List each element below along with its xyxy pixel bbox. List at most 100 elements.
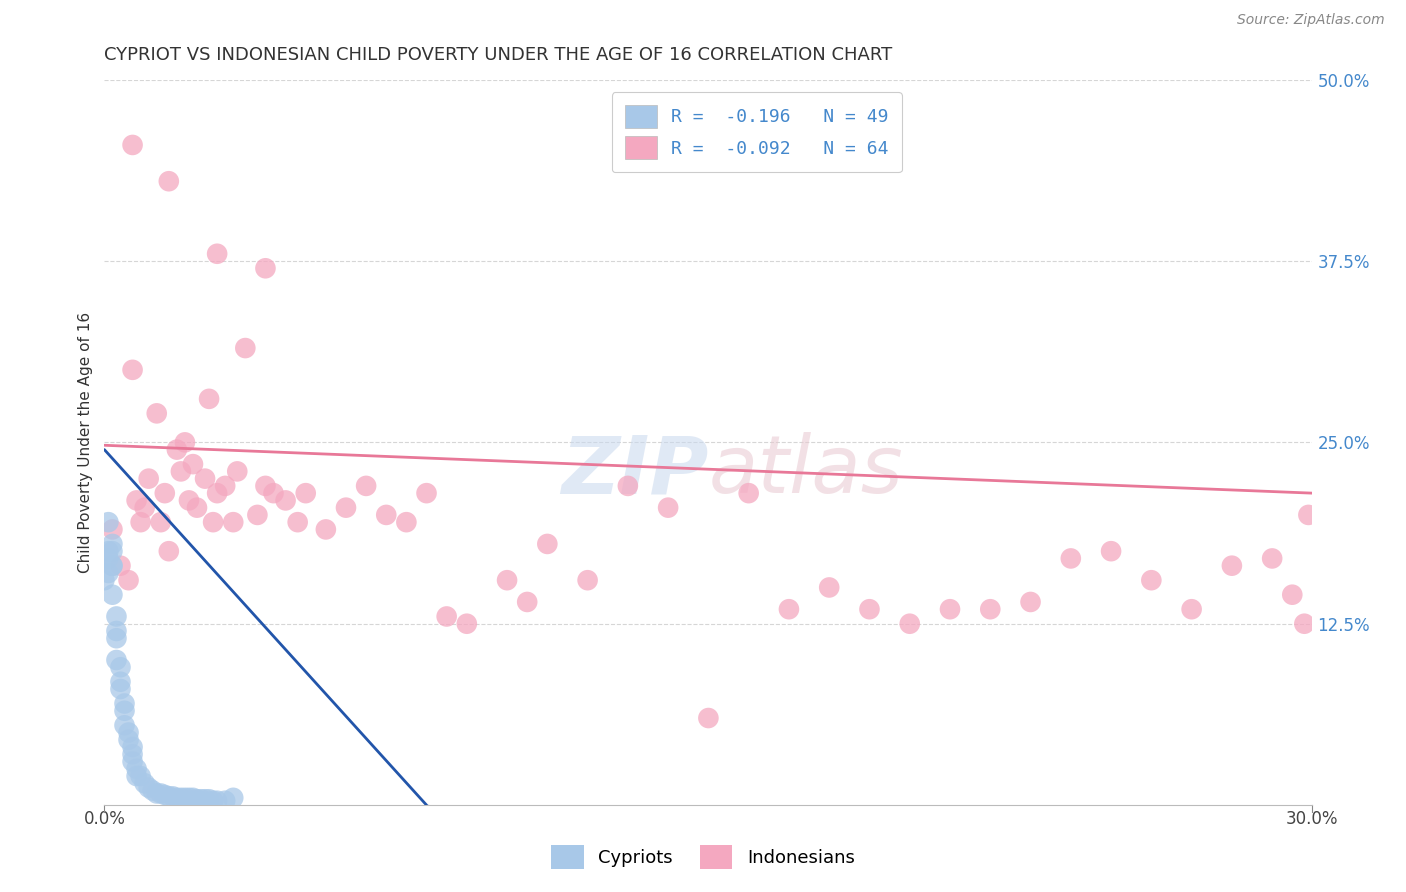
- Point: [97, 544, 120, 558]
- Point: [142, 783, 165, 797]
- Point: [177, 790, 200, 805]
- Point: [125, 762, 148, 776]
- Point: [117, 725, 139, 739]
- Point: [105, 609, 128, 624]
- Point: [436, 609, 458, 624]
- Point: [170, 790, 193, 805]
- Point: [233, 341, 256, 355]
- Point: [1060, 551, 1083, 566]
- Point: [110, 660, 132, 674]
- Point: [202, 515, 225, 529]
- Point: [181, 457, 204, 471]
- Point: [138, 780, 160, 795]
- Point: [205, 486, 228, 500]
- Point: [198, 792, 221, 806]
- Point: [415, 486, 437, 500]
- Text: CYPRIOT VS INDONESIAN CHILD POVERTY UNDER THE AGE OF 16 CORRELATION CHART: CYPRIOT VS INDONESIAN CHILD POVERTY UNDE…: [104, 46, 893, 64]
- Point: [129, 515, 152, 529]
- Point: [1261, 551, 1284, 566]
- Point: [395, 515, 418, 529]
- Point: [181, 790, 204, 805]
- Point: [254, 479, 277, 493]
- Y-axis label: Child Poverty Under the Age of 16: Child Poverty Under the Age of 16: [79, 312, 93, 573]
- Point: [516, 595, 538, 609]
- Point: [105, 624, 128, 638]
- Point: [101, 558, 124, 573]
- Point: [246, 508, 269, 522]
- Point: [939, 602, 962, 616]
- Point: [134, 776, 156, 790]
- Point: [121, 363, 143, 377]
- Legend: Cypriots, Indonesians: Cypriots, Indonesians: [544, 838, 862, 876]
- Point: [979, 602, 1001, 616]
- Point: [1099, 544, 1122, 558]
- Point: [105, 632, 128, 646]
- Point: [170, 464, 193, 478]
- Point: [177, 493, 200, 508]
- Point: [202, 794, 225, 808]
- Point: [1220, 558, 1243, 573]
- Point: [174, 790, 197, 805]
- Point: [294, 486, 316, 500]
- Point: [858, 602, 880, 616]
- Point: [125, 493, 148, 508]
- Point: [110, 681, 132, 696]
- Point: [157, 174, 180, 188]
- Point: [818, 581, 841, 595]
- Point: [335, 500, 357, 515]
- Point: [222, 515, 245, 529]
- Point: [105, 653, 128, 667]
- Point: [1181, 602, 1204, 616]
- Point: [174, 435, 197, 450]
- Point: [145, 406, 167, 420]
- Point: [375, 508, 398, 522]
- Point: [97, 515, 120, 529]
- Point: [315, 523, 337, 537]
- Point: [496, 573, 519, 587]
- Point: [697, 711, 720, 725]
- Point: [536, 537, 558, 551]
- Point: [114, 718, 136, 732]
- Point: [1140, 573, 1163, 587]
- Point: [162, 789, 184, 804]
- Point: [456, 616, 478, 631]
- Point: [101, 537, 124, 551]
- Point: [263, 486, 285, 500]
- Point: [117, 573, 139, 587]
- Point: [110, 558, 132, 573]
- Point: [186, 500, 208, 515]
- Text: atlas: atlas: [709, 433, 903, 510]
- Text: Source: ZipAtlas.com: Source: ZipAtlas.com: [1237, 13, 1385, 28]
- Point: [166, 442, 188, 457]
- Point: [1294, 616, 1316, 631]
- Point: [97, 551, 120, 566]
- Point: [254, 261, 277, 276]
- Text: ZIP: ZIP: [561, 433, 709, 510]
- Point: [194, 792, 217, 806]
- Point: [778, 602, 800, 616]
- Point: [149, 787, 172, 801]
- Point: [157, 544, 180, 558]
- Point: [145, 787, 167, 801]
- Point: [153, 486, 176, 500]
- Point: [226, 464, 249, 478]
- Point: [898, 616, 921, 631]
- Point: [101, 588, 124, 602]
- Point: [194, 472, 217, 486]
- Point: [153, 788, 176, 802]
- Point: [125, 769, 148, 783]
- Point: [205, 794, 228, 808]
- Point: [110, 674, 132, 689]
- Point: [576, 573, 599, 587]
- Point: [138, 472, 160, 486]
- Point: [129, 769, 152, 783]
- Point: [186, 792, 208, 806]
- Point: [657, 500, 679, 515]
- Legend: R =  -0.196   N = 49, R =  -0.092   N = 64: R = -0.196 N = 49, R = -0.092 N = 64: [612, 92, 901, 172]
- Point: [737, 486, 759, 500]
- Point: [214, 794, 236, 808]
- Point: [121, 747, 143, 762]
- Point: [617, 479, 640, 493]
- Point: [121, 755, 143, 769]
- Point: [222, 790, 245, 805]
